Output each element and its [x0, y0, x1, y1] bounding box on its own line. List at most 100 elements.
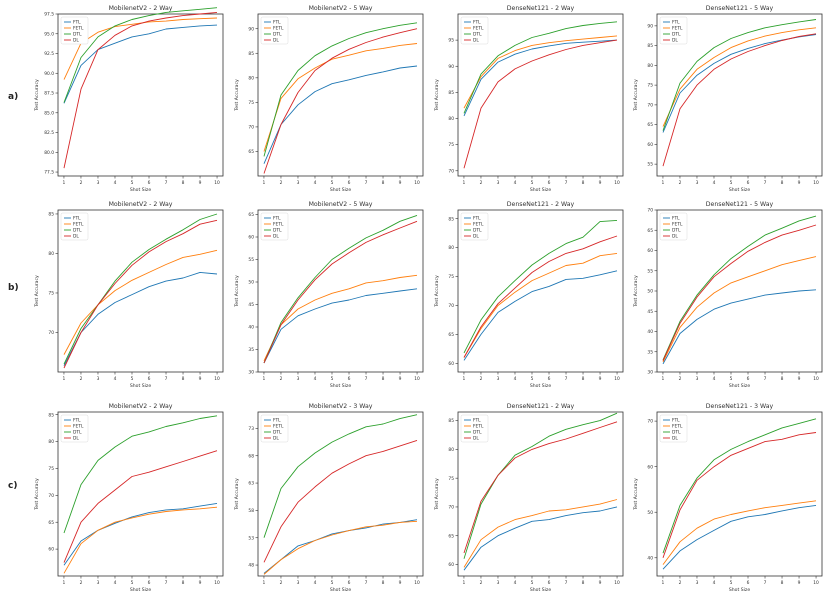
- y-tick-label: 75: [647, 83, 653, 89]
- legend-label-dl: DL: [672, 234, 678, 240]
- x-axis-label: Shot Size: [130, 187, 152, 193]
- chart-panel-7: DenseNet121 - 2 Way Shot Size Test Accurac…: [434, 201, 624, 389]
- y-tick-label: 50: [647, 510, 653, 516]
- legend-box: [460, 16, 489, 45]
- legend-label-dl: DL: [473, 436, 479, 442]
- series-line-ftl: [63, 271, 218, 366]
- chart-title: DenseNet121 - 5 Way: [706, 5, 774, 12]
- y-axis-label: Test Accuracy: [633, 478, 639, 511]
- x-tick-label: 7: [165, 180, 168, 186]
- x-tick-label: 6: [747, 580, 750, 586]
- x-tick-label: 6: [548, 376, 551, 382]
- x-tick-label: 1: [662, 580, 665, 586]
- y-tick-label: 87.5: [44, 91, 54, 97]
- legend-label-dtl: DTL: [273, 32, 282, 38]
- y-tick-label: 90: [248, 26, 254, 32]
- series-line-ftl: [463, 270, 618, 361]
- y-tick-label: 77.5: [44, 170, 54, 176]
- y-tick-label: 40: [647, 555, 653, 561]
- x-tick-label: 1: [63, 180, 66, 186]
- x-axis-label: Shot Size: [729, 383, 751, 389]
- chart-panel-10: MobilenetV2 - 3 Way Shot Size Test Accurac…: [234, 403, 424, 593]
- legend-label-fetl: FETL: [73, 424, 84, 430]
- chart-title: MobilenetV2 - 5 Way: [309, 201, 373, 208]
- y-tick-label: 82.5: [44, 130, 54, 136]
- legend-label-ftl: FTL: [473, 20, 481, 26]
- y-tick-label: 85: [448, 216, 454, 222]
- x-tick-label: 6: [747, 376, 750, 382]
- y-tick-label: 80: [448, 116, 454, 122]
- x-tick-label: 3: [696, 180, 699, 186]
- series-line-fetl: [463, 252, 618, 358]
- series-line-fetl: [463, 35, 618, 109]
- x-tick-label: 9: [798, 180, 801, 186]
- x-tick-label: 7: [365, 580, 368, 586]
- x-tick-label: 2: [280, 580, 283, 586]
- chart-panel-5: MobilenetV2 - 2 Way Shot Size Test Accurac…: [34, 201, 224, 389]
- x-tick-label: 5: [730, 376, 733, 382]
- y-tick-label: 65: [48, 520, 54, 526]
- x-tick-label: 4: [514, 180, 517, 186]
- legend-label-ftl: FTL: [672, 20, 680, 26]
- x-tick-label: 1: [463, 580, 466, 586]
- chart-panel-4: DenseNet121 - 5 Way Shot Size Test Accurac…: [633, 5, 823, 193]
- x-tick-label: 10: [214, 580, 220, 586]
- x-tick-label: 1: [662, 376, 665, 382]
- x-tick-label: 8: [781, 580, 784, 586]
- legend-label-dtl: DTL: [473, 228, 482, 234]
- legend-label-dtl: DTL: [672, 430, 681, 436]
- chart-panel-3: DenseNet121 - 2 Way Shot Size Test Accurac…: [434, 5, 624, 193]
- row-label-a: a): [8, 92, 19, 102]
- legend-box: [60, 16, 89, 45]
- series-line-dl: [463, 235, 618, 358]
- y-tick-label: 35: [248, 347, 254, 353]
- series-line-dtl: [662, 215, 817, 361]
- y-tick-label: 68: [248, 453, 254, 459]
- x-tick-label: 9: [798, 580, 801, 586]
- series-line-ftl: [63, 24, 218, 104]
- legend-label-ftl: FTL: [73, 418, 81, 424]
- series-line-fetl: [263, 274, 418, 361]
- x-tick-label: 2: [280, 376, 283, 382]
- x-tick-label: 7: [365, 180, 368, 186]
- x-tick-label: 7: [764, 180, 767, 186]
- legend-box: [260, 414, 289, 443]
- x-tick-label: 6: [548, 180, 551, 186]
- y-tick-label: 80: [48, 439, 54, 445]
- series-line-dl: [463, 421, 618, 554]
- x-tick-label: 2: [480, 580, 483, 586]
- x-tick-label: 7: [165, 376, 168, 382]
- x-tick-label: 9: [199, 580, 202, 586]
- y-tick-label: 58: [248, 508, 254, 514]
- x-tick-label: 2: [80, 376, 83, 382]
- x-tick-label: 7: [764, 376, 767, 382]
- x-tick-label: 9: [599, 376, 602, 382]
- chart-panel-6: MobilenetV2 - 5 Way Shot Size Test Accurac…: [234, 201, 424, 389]
- x-tick-label: 3: [297, 376, 300, 382]
- y-tick-label: 65: [647, 228, 653, 234]
- y-axis-label: Test Accuracy: [234, 79, 240, 112]
- x-tick-label: 5: [131, 376, 134, 382]
- y-tick-label: 75: [48, 291, 54, 297]
- legend-label-dl: DL: [273, 38, 279, 44]
- y-tick-label: 85.0: [44, 110, 54, 116]
- legend-label-ftl: FTL: [672, 418, 680, 424]
- chart-title: DenseNet121 - 2 Way: [507, 403, 575, 410]
- x-tick-label: 8: [382, 180, 385, 186]
- series-line-dl: [463, 39, 618, 169]
- x-axis-label: Shot Size: [530, 383, 552, 389]
- y-axis-label: Test Accuracy: [234, 478, 240, 511]
- y-tick-label: 85: [48, 412, 54, 418]
- y-tick-label: 80: [448, 447, 454, 453]
- x-tick-label: 6: [548, 580, 551, 586]
- series-line-ftl: [263, 288, 418, 364]
- y-tick-label: 75: [448, 142, 454, 148]
- y-tick-label: 80: [448, 245, 454, 251]
- y-axis-label: Test Accuracy: [234, 275, 240, 308]
- y-tick-label: 75: [448, 476, 454, 482]
- y-tick-label: 85: [448, 418, 454, 424]
- x-tick-label: 9: [399, 376, 402, 382]
- x-tick-label: 9: [199, 376, 202, 382]
- x-tick-label: 10: [214, 376, 220, 382]
